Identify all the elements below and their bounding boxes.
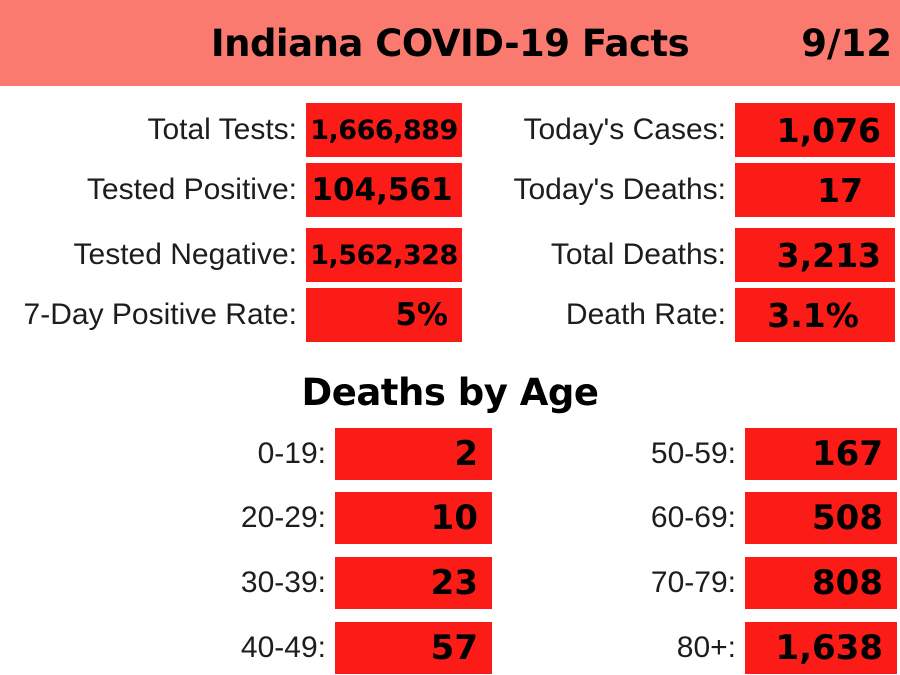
stat-row-total-tests: Total Tests: 1,666,889	[0, 103, 462, 157]
age-row-30-39: 30-39: 23	[0, 557, 492, 609]
stat-row-total-deaths: Total Deaths: 3,213	[462, 228, 895, 282]
stat-value-tested-negative: 1,562,328	[306, 228, 462, 282]
stat-row-tested-negative: Tested Negative: 1,562,328	[0, 228, 462, 282]
stat-value-todays-cases: 1,076	[735, 103, 895, 157]
stat-value-tested-positive: 104,561	[306, 163, 462, 217]
stat-label-death-rate: Death Rate:	[565, 298, 726, 331]
stat-label-todays-deaths: Today's Deaths:	[513, 173, 726, 206]
stat-label-positive-rate: 7-Day Positive Rate:	[23, 298, 297, 331]
age-row-60-69: 60-69: 508	[492, 492, 897, 544]
age-label-20-29: 20-29:	[240, 501, 326, 534]
stat-row-positive-rate: 7-Day Positive Rate: 5%	[0, 288, 462, 342]
age-value-80-plus: 1,638	[745, 622, 897, 674]
stat-row-todays-deaths: Today's Deaths: 17	[462, 163, 895, 217]
age-value-70-79: 808	[745, 557, 897, 609]
age-value-40-49: 57	[335, 622, 492, 674]
age-row-20-29: 20-29: 10	[0, 492, 492, 544]
age-label-0-19: 0-19:	[257, 437, 326, 470]
stat-row-todays-cases: Today's Cases: 1,076	[462, 103, 895, 157]
stat-value-total-tests: 1,666,889	[306, 103, 462, 157]
age-value-50-59: 167	[745, 428, 897, 480]
stat-row-tested-positive: Tested Positive: 104,561	[0, 163, 462, 217]
age-value-60-69: 508	[745, 492, 897, 544]
age-row-40-49: 40-49: 57	[0, 622, 492, 674]
stat-label-tested-positive: Tested Positive:	[86, 173, 297, 206]
age-row-80-plus: 80+: 1,638	[492, 622, 897, 674]
stat-value-death-rate: 3.1%	[735, 288, 895, 342]
age-label-80-plus: 80+:	[676, 631, 736, 664]
age-label-70-79: 70-79:	[650, 566, 736, 599]
age-label-60-69: 60-69:	[650, 501, 736, 534]
age-value-0-19: 2	[335, 428, 492, 480]
age-row-70-79: 70-79: 808	[492, 557, 897, 609]
age-label-50-59: 50-59:	[650, 437, 736, 470]
deaths-by-age-title: Deaths by Age	[301, 371, 599, 414]
header-date: 9/12	[801, 22, 892, 65]
stat-label-total-deaths: Total Deaths:	[550, 238, 726, 271]
header-banner: Indiana COVID-19 Facts 9/12	[0, 0, 900, 86]
stat-label-todays-cases: Today's Cases:	[523, 113, 727, 146]
stat-label-tested-negative: Tested Negative:	[73, 238, 297, 271]
age-label-40-49: 40-49:	[240, 631, 326, 664]
stat-value-total-deaths: 3,213	[735, 228, 895, 282]
stat-value-todays-deaths: 17	[735, 163, 895, 217]
page-title: Indiana COVID-19 Facts	[210, 22, 690, 65]
age-row-0-19: 0-19: 2	[0, 428, 492, 480]
age-value-20-29: 10	[335, 492, 492, 544]
age-label-30-39: 30-39:	[240, 566, 326, 599]
age-row-50-59: 50-59: 167	[492, 428, 897, 480]
stat-label-total-tests: Total Tests:	[147, 113, 297, 146]
age-value-30-39: 23	[335, 557, 492, 609]
stat-row-death-rate: Death Rate: 3.1%	[462, 288, 895, 342]
stat-value-positive-rate: 5%	[306, 288, 462, 342]
